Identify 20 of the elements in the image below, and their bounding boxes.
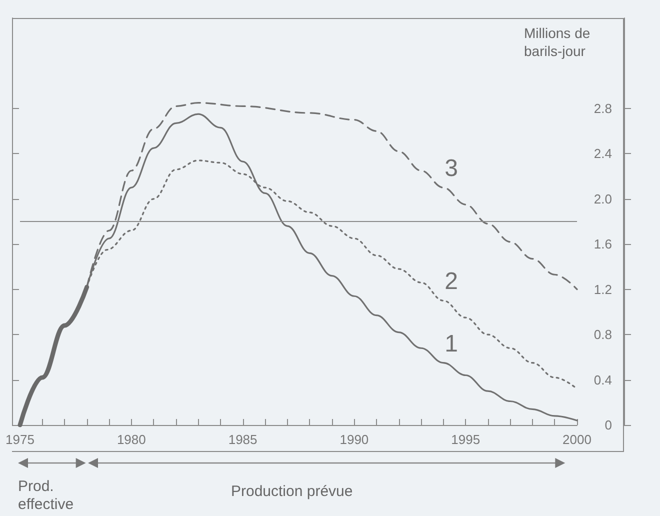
y-tick-label: 2.0 [594,191,612,206]
y-tick-label: 2.8 [594,100,612,116]
y-axis-title: Millions de barils-jour [524,25,594,59]
series-label: 2 [444,268,458,296]
x-tick-label: 1995 [451,432,480,447]
y-tick-label: 0.4 [594,372,612,388]
x-tick-label: 2000 [562,432,592,447]
text: Prod. effective [18,478,75,514]
y-tick-label: 0 [604,418,612,432]
x-tick-label: 1975 [6,432,34,447]
y-tick-label: 1.6 [594,236,612,252]
y-tick-label: 2.4 [594,146,612,162]
y-tick-label: 1.2 [594,282,612,297]
series-label: 3 [444,155,458,182]
text: Production prévue [230,483,353,501]
series-label: 1 [444,330,458,358]
x-tick-label: 1980 [116,432,146,447]
x-tick-label: 1985 [228,432,258,447]
y-tick-label: 0.8 [594,327,612,342]
x-tick-label: 1990 [340,432,369,447]
